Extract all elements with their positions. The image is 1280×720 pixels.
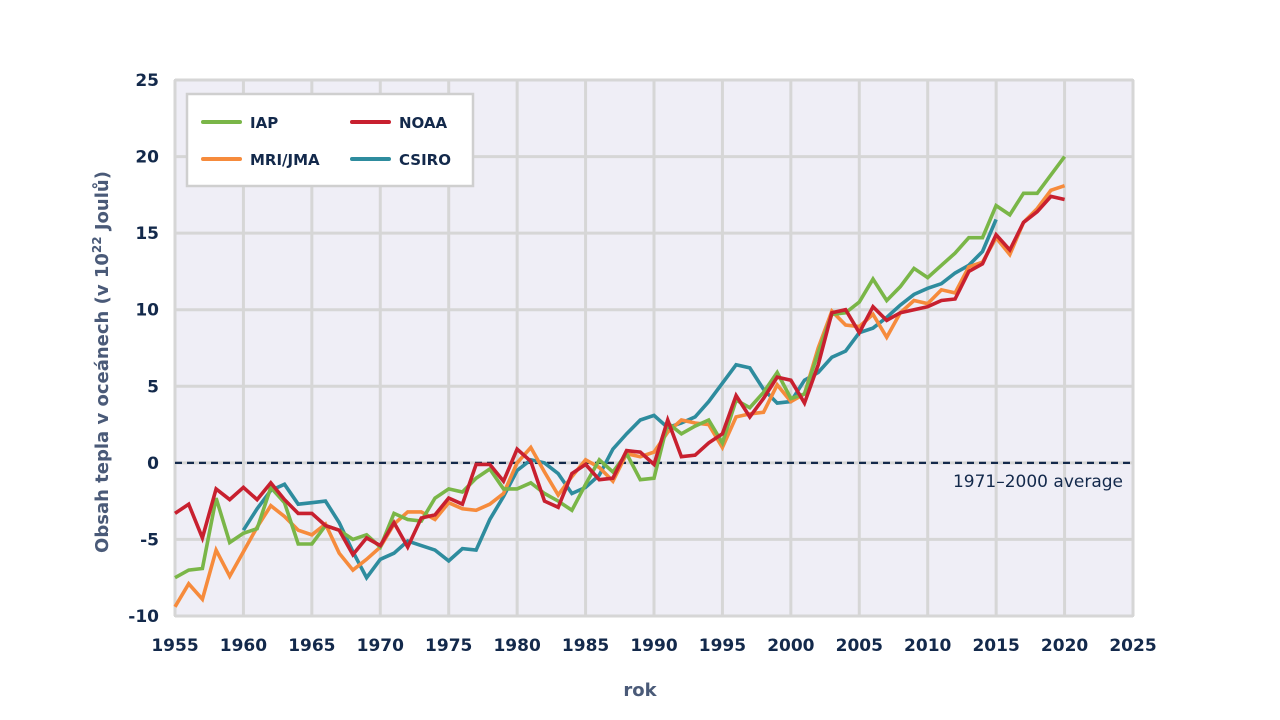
- series-line-noaa: [173, 194, 1065, 558]
- x-tick-label: 1955: [151, 636, 198, 656]
- y-tick-label: -5: [140, 530, 159, 550]
- x-tick-label: 1995: [699, 636, 746, 656]
- y-tick-label: -10: [128, 607, 159, 627]
- y-tick-label: 5: [147, 377, 159, 397]
- x-tick-label: 1990: [630, 636, 677, 656]
- x-axis-title: rok: [623, 680, 657, 701]
- y-axis-ticks: -10 -5 0 5 10 15 20 25: [128, 71, 159, 627]
- plot-frame: [174, 79, 1134, 617]
- legend-label: MRI/JMA: [250, 151, 320, 169]
- y-tick-label: 15: [135, 224, 159, 244]
- x-tick-label: 1975: [425, 636, 472, 656]
- y-tick-label: 0: [147, 454, 159, 474]
- y-tick-label: 10: [135, 301, 159, 321]
- x-tick-label: 1970: [357, 636, 404, 656]
- x-tick-label: 2020: [1041, 636, 1088, 656]
- y-tick-label: 25: [135, 71, 159, 91]
- y-tick-label: 20: [135, 148, 159, 168]
- y-axis-title: Obsah tepla v oceánech (v 1022 Joulů): [90, 171, 113, 553]
- x-tick-label: 1985: [562, 636, 609, 656]
- x-axis-ticks: 1955 1960 1965 1970 1975 1980 1985 1990 1995 2000…: [151, 636, 1156, 656]
- reference-line-label: 1971–2000 average: [953, 472, 1123, 492]
- x-tick-label: 2000: [767, 636, 814, 656]
- x-tick-label: 1980: [493, 636, 540, 656]
- x-tick-label: 1965: [288, 636, 335, 656]
- legend-label: CSIRO: [399, 151, 451, 169]
- legend-label: NOAA: [399, 114, 448, 132]
- legend-box: [185, 92, 475, 188]
- x-tick-label: 2015: [972, 636, 1019, 656]
- x-tick-label: 2010: [904, 636, 951, 656]
- x-tick-label: 1960: [220, 636, 267, 656]
- legend: IAP NOAA MRI/JMA CSIRO: [185, 92, 475, 188]
- x-tick-label: 2005: [836, 636, 883, 656]
- series-layer: [173, 155, 1067, 608]
- legend-label: IAP: [250, 114, 278, 132]
- series-line-csiro: [241, 218, 998, 582]
- x-tick-label: 2025: [1109, 636, 1156, 656]
